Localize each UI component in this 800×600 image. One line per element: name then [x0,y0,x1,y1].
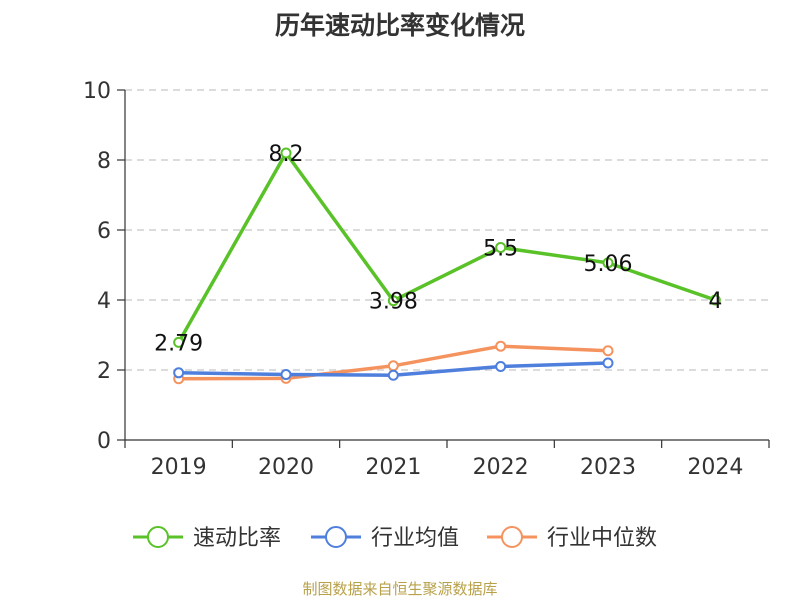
data-point-行业均值-2019 [173,367,185,379]
source-footer: 制图数据来自恒生聚源数据库 [302,580,498,598]
data-point-速动比率-2019 [173,336,185,348]
legend-marker-行业均值 [325,526,347,548]
data-point-行业均值-2021 [387,369,399,381]
data-label-2023: 5.06 [584,252,633,277]
series-line-速动比率 [177,151,716,344]
x-tick-label-2019: 2019 [151,455,207,480]
data-label-2024: 4 [708,289,722,314]
data-point-行业均值-2023 [602,357,614,369]
data-label-2019: 2.79 [154,331,203,356]
y-tick-label-6: 6 [97,219,111,244]
legend-label-行业中位数: 行业中位数 [547,526,657,551]
data-point-行业中位数-2023 [602,345,614,357]
x-tick-label-2023: 2023 [580,455,636,480]
data-point-速动比率-2021 [387,295,399,307]
legend-label-速动比率: 速动比率 [193,526,281,551]
data-point-速动比率-2024 [709,294,721,306]
y-tick-label-2: 2 [97,359,111,384]
x-tick-label-2021: 2021 [365,455,421,480]
x-tick-label-2020: 2020 [258,455,314,480]
x-tick-label-2022: 2022 [473,455,529,480]
data-point-行业均值-2020 [280,369,292,381]
y-tick-label-8: 8 [97,149,111,174]
x-tick-label-2024: 2024 [687,455,743,480]
data-point-行业中位数-2021 [387,360,399,372]
y-tick-label-0: 0 [97,429,111,454]
data-point-行业中位数-2022 [495,340,507,352]
legend-marker-行业中位数 [501,526,523,548]
chart-title: 历年速动比率变化情况 [274,11,525,40]
data-point-行业均值-2022 [495,361,507,372]
y-tick-label-10: 10 [83,79,111,104]
legend-label-行业均值: 行业均值 [371,526,459,551]
legend-marker-速动比率 [147,526,169,548]
data-point-速动比率-2022 [495,242,507,253]
data-point-速动比率-2020 [280,147,292,159]
data-label-2021: 3.98 [369,290,418,315]
data-point-速动比率-2023 [602,257,614,269]
y-tick-label-4: 4 [97,289,111,314]
data-label-2022: 5.5 [483,237,518,262]
data-label-2020: 8.2 [269,142,304,167]
